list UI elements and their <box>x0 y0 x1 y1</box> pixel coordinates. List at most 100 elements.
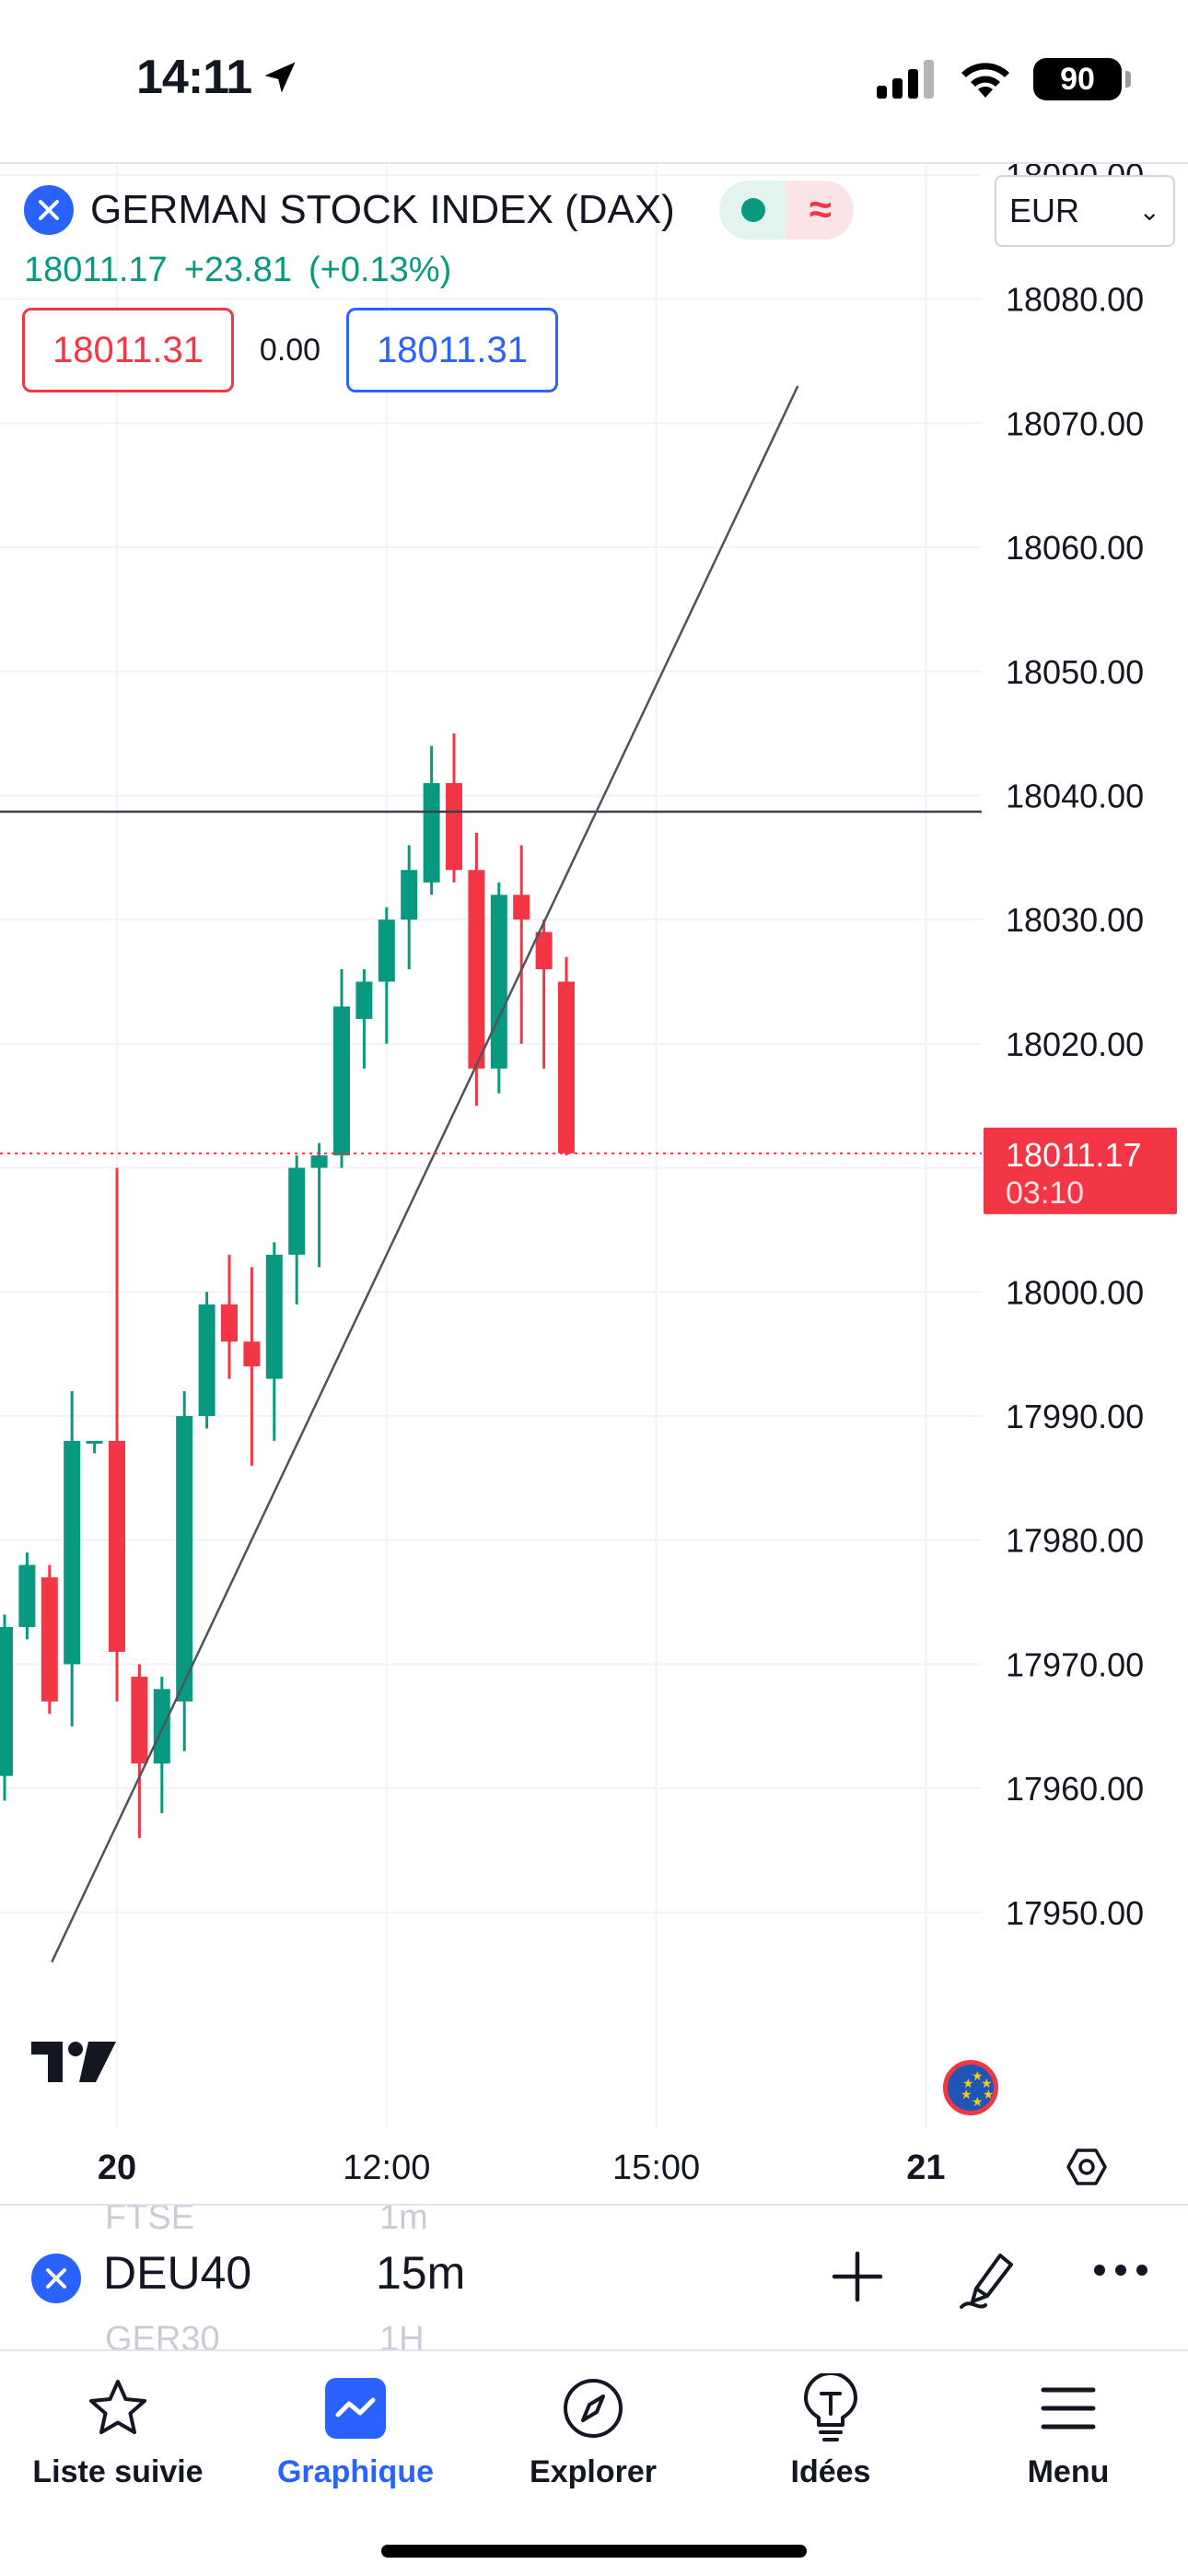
candle-body <box>468 870 485 1069</box>
candle <box>18 1552 36 1640</box>
candle <box>153 1676 170 1814</box>
candle-body <box>558 981 575 1153</box>
candle-body <box>18 1564 36 1627</box>
price-tick-label: 18080.00 <box>1006 281 1144 319</box>
eu-flag-icon[interactable]: ★ ★ ★ ★ ★ ★ <box>943 2060 998 2115</box>
candle <box>490 882 507 1094</box>
candle <box>86 1440 103 1454</box>
candle <box>243 1267 261 1466</box>
price-tick-label: 18020.00 <box>1006 1025 1144 1063</box>
price-chart[interactable]: 18090.0018080.0018070.0018060.0018050.00… <box>0 164 1188 2128</box>
cellular-signal-icon <box>877 60 934 99</box>
candle-body <box>513 895 530 920</box>
more-options-icon[interactable] <box>1092 2261 1149 2279</box>
symbol-logo-icon <box>31 2254 81 2303</box>
nav-menu[interactable]: Menu <box>958 2371 1179 2490</box>
candle <box>109 1167 125 1702</box>
candle-body <box>423 783 440 883</box>
price-tick-label: 17960.00 <box>1006 1770 1144 1808</box>
nav-watchlist[interactable]: Liste suivie <box>7 2371 228 2490</box>
candle-body <box>401 870 418 920</box>
chart-icon <box>325 2378 386 2439</box>
candle-body <box>41 1577 58 1702</box>
candle-body <box>535 931 553 970</box>
price-tick-label: 18050.00 <box>1006 653 1144 691</box>
candle-body <box>243 1341 261 1367</box>
menu-icon <box>1041 2387 1096 2430</box>
chart-grid <box>0 164 982 2128</box>
ghost-prev-symbol: FTSE <box>105 2204 195 2237</box>
price-tick-label: 18030.00 <box>1006 901 1144 939</box>
candle-body <box>378 919 395 982</box>
candle <box>41 1564 58 1715</box>
bottom-nav: Liste suivie Graphique Explorer Idé <box>0 2349 1188 2576</box>
candle <box>378 907 395 1044</box>
compass-icon <box>564 2379 623 2438</box>
nav-label: Graphique <box>276 2454 435 2489</box>
time-tick-label: 15:00 <box>612 2149 701 2187</box>
sell-button[interactable]: 18011.31 <box>22 308 234 392</box>
symbol-title[interactable]: GERMAN STOCK INDEX (DAX) <box>90 187 675 232</box>
price-tick-label: 17990.00 <box>1006 1398 1144 1435</box>
candle <box>176 1391 193 1751</box>
lightbulb-icon <box>804 2373 857 2441</box>
market-status-pill[interactable]: ≈ <box>718 181 854 240</box>
price-axis[interactable]: 18090.0018080.0018070.0018060.0018050.00… <box>984 164 1177 1932</box>
price-tick-label: 17980.00 <box>1006 1522 1144 1560</box>
symbol-bar[interactable]: FTSE 1m GER30 1H DEU40 15m <box>0 2204 1188 2349</box>
bar-countdown: 03:10 <box>1006 1176 1084 1211</box>
candle-body <box>131 1676 148 1764</box>
candle <box>446 733 462 883</box>
price-change-pct: (+0.13%) <box>308 251 452 289</box>
candle <box>131 1664 148 1838</box>
time-tick-label: 20 <box>97 2149 137 2187</box>
symbol-picker[interactable]: DEU40 <box>103 2247 252 2299</box>
nav-ideas[interactable]: Idées <box>720 2371 941 2490</box>
quote-row: 18011.31 0.00 18011.31 <box>22 308 558 392</box>
candle-body <box>86 1440 103 1444</box>
candle-body <box>0 1626 13 1776</box>
trend-line-drawing[interactable] <box>51 385 799 1963</box>
candle-body <box>265 1254 283 1379</box>
ghost-prev-interval: 1m <box>379 2204 428 2237</box>
interval-picker[interactable]: 15m <box>376 2247 466 2299</box>
currency-value: EUR <box>1009 192 1080 229</box>
delayed-data-icon: ≈ <box>809 187 832 232</box>
nav-explore[interactable]: Explorer <box>483 2371 704 2490</box>
exchange-logo-icon <box>24 185 74 235</box>
last-price-value: 18011.17 <box>1006 1136 1141 1174</box>
price-tick-label: 18040.00 <box>1006 777 1144 814</box>
candles <box>0 733 575 1838</box>
candle-body <box>355 981 373 1019</box>
drawing-tools-button[interactable] <box>958 2246 1024 2313</box>
candle-body <box>310 1155 328 1168</box>
add-indicator-button[interactable] <box>829 2248 886 2305</box>
spread-value: 0.00 <box>259 332 321 368</box>
currency-select[interactable]: EUR ⌄ <box>995 175 1175 247</box>
candle <box>0 1614 13 1801</box>
candle <box>310 1142 328 1268</box>
candle-body <box>446 783 462 871</box>
candle <box>333 969 350 1168</box>
chart-settings-icon[interactable] <box>1065 2145 1109 2189</box>
tradingview-logo-icon <box>31 2042 116 2082</box>
price-tick-label: 18060.00 <box>1006 529 1144 567</box>
candle <box>401 845 418 970</box>
chevron-down-icon: ⌄ <box>1138 196 1160 226</box>
buy-button[interactable]: 18011.31 <box>346 308 558 392</box>
last-price: 18011.17 <box>24 251 168 289</box>
time-axis[interactable]: 20 12:00 15:00 21 <box>0 2128 1188 2202</box>
candle-body <box>288 1167 306 1255</box>
drawings[interactable] <box>0 385 982 1963</box>
candle <box>423 745 440 896</box>
nav-chart[interactable]: Graphique <box>245 2371 466 2490</box>
star-icon <box>89 2380 146 2434</box>
candle-body <box>221 1304 238 1342</box>
wifi-icon <box>961 63 1009 98</box>
candle-body <box>198 1304 215 1416</box>
symbol-header[interactable]: GERMAN STOCK INDEX (DAX) ≈ <box>24 181 854 240</box>
nav-label: Liste suivie <box>32 2454 204 2489</box>
candle-body <box>333 1006 350 1156</box>
status-icons: 90 <box>877 55 1131 103</box>
